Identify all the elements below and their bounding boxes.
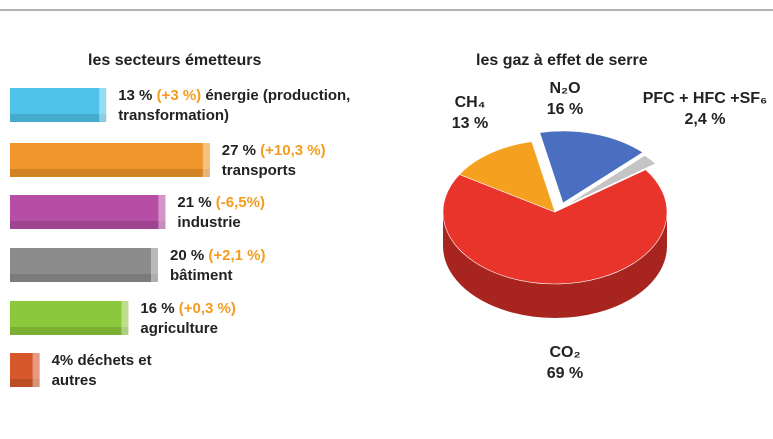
bar-label: 4% déchets et autres <box>52 351 162 391</box>
value-label: 13 % <box>451 115 489 132</box>
pie-slice <box>564 155 657 207</box>
category-label: déchets et autres <box>51 352 152 389</box>
value-label: 2,4 % <box>684 111 726 128</box>
value-label: 4% <box>51 352 74 369</box>
chart-title: les secteurs émetteurs <box>88 52 262 69</box>
bar-shade <box>10 274 158 282</box>
change-label: (-6,5%) <box>215 194 265 211</box>
value-label: 20 % <box>170 247 205 264</box>
bar-cap <box>121 301 129 335</box>
pie-slice <box>458 141 556 213</box>
bar <box>10 301 129 335</box>
bar <box>10 195 166 229</box>
category-label: transports <box>221 162 296 179</box>
bar-cap <box>99 88 107 122</box>
bar-label: 27 % (+10,3 %) transports <box>222 141 472 181</box>
value-label: 16 % <box>140 300 175 317</box>
change-label: (+0,3 %) <box>178 300 236 317</box>
pie-side <box>443 212 667 318</box>
bar <box>10 248 158 282</box>
bar-shade <box>10 379 40 387</box>
bar-shade <box>10 221 166 229</box>
pie-label: N₂O 16 % <box>495 78 635 120</box>
change-label: (+10,3 %) <box>260 142 326 159</box>
category-label: CH₄ <box>454 94 486 111</box>
bar-cap <box>151 248 158 282</box>
bar-cap <box>158 195 166 229</box>
chart-title: les gaz à effet de serre <box>476 52 648 69</box>
value-label: 27 % <box>221 142 256 159</box>
bar-shade <box>10 169 210 177</box>
bar-label: 21 % (-6,5%) industrie <box>177 193 427 233</box>
value-label: 69 % <box>546 365 584 382</box>
pie-label: PFC + HFC +SF₆ 2,4 % <box>615 88 773 130</box>
category-label: N₂O <box>549 80 581 97</box>
bar-label: 13 % (+3 %) énergie (production, transfo… <box>118 86 402 126</box>
category-label: PFC + HFC +SF₆ <box>642 90 768 107</box>
bar-shade <box>10 327 129 335</box>
value-label: 13 % <box>118 87 153 104</box>
change-label: (+3 %) <box>156 87 202 104</box>
bar-shade <box>10 114 107 122</box>
pie-slice <box>442 169 668 285</box>
category-label: industrie <box>177 214 241 231</box>
bar <box>10 353 40 387</box>
value-label: 21 % <box>177 194 212 211</box>
pie-label: CO₂ 69 % <box>495 342 635 384</box>
bar-label: 20 % (+2,1 %) bâtiment <box>170 246 420 286</box>
category-label: bâtiment <box>170 267 233 284</box>
category-label: CO₂ <box>549 344 581 361</box>
pie-label: CH₄ 13 % <box>400 92 540 134</box>
category-label: énergie (production, transformation) <box>118 87 351 124</box>
bar <box>10 88 107 122</box>
bar-cap <box>202 143 210 177</box>
value-label: 16 % <box>546 101 584 118</box>
change-label: (+2,1 %) <box>208 247 266 264</box>
bar <box>10 143 210 177</box>
bar-label: 16 % (+0,3 %) agriculture <box>140 299 402 339</box>
category-label: agriculture <box>140 320 218 337</box>
bar-cap <box>32 353 40 387</box>
pie-slice <box>539 130 644 204</box>
